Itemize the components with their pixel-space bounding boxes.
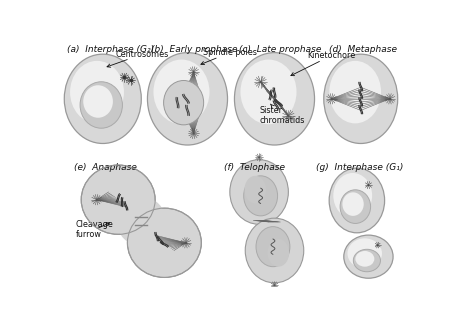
Ellipse shape — [353, 249, 381, 272]
Ellipse shape — [117, 197, 166, 246]
Ellipse shape — [344, 235, 393, 278]
Ellipse shape — [245, 218, 304, 283]
Text: (b)  Early prophase: (b) Early prophase — [151, 45, 238, 54]
Text: (a)  Interphase (G₂): (a) Interphase (G₂) — [66, 45, 154, 54]
Text: Sister
chromatids: Sister chromatids — [259, 104, 304, 125]
Ellipse shape — [256, 227, 290, 267]
Ellipse shape — [235, 53, 315, 145]
Text: (g)  Interphase (G₁): (g) Interphase (G₁) — [316, 163, 403, 172]
Ellipse shape — [83, 85, 113, 118]
Ellipse shape — [244, 176, 278, 216]
Ellipse shape — [230, 160, 288, 224]
Text: Centrosomes: Centrosomes — [107, 50, 169, 67]
Ellipse shape — [240, 59, 297, 124]
Ellipse shape — [128, 208, 201, 277]
Ellipse shape — [329, 168, 384, 233]
Ellipse shape — [342, 192, 364, 216]
Text: (f)  Telophase: (f) Telophase — [225, 163, 285, 172]
Text: (c)  Late prophase: (c) Late prophase — [239, 45, 321, 54]
Text: (d)  Metaphase: (d) Metaphase — [329, 45, 397, 54]
Ellipse shape — [64, 54, 141, 143]
Ellipse shape — [347, 238, 382, 268]
Text: (e)  Anaphase: (e) Anaphase — [74, 163, 137, 172]
Ellipse shape — [70, 61, 124, 123]
Text: Spindle poles: Spindle poles — [201, 48, 257, 65]
Ellipse shape — [245, 176, 266, 203]
Text: Kinetochore: Kinetochore — [291, 51, 355, 76]
Ellipse shape — [154, 59, 210, 124]
Ellipse shape — [80, 82, 122, 128]
Ellipse shape — [324, 54, 398, 143]
Ellipse shape — [267, 239, 289, 267]
Ellipse shape — [329, 61, 381, 123]
Ellipse shape — [81, 165, 155, 234]
Ellipse shape — [333, 173, 372, 218]
Ellipse shape — [164, 80, 204, 125]
Ellipse shape — [356, 251, 374, 267]
Ellipse shape — [340, 190, 371, 224]
Ellipse shape — [147, 53, 228, 145]
Text: Cleavage
furrow: Cleavage furrow — [76, 220, 114, 239]
